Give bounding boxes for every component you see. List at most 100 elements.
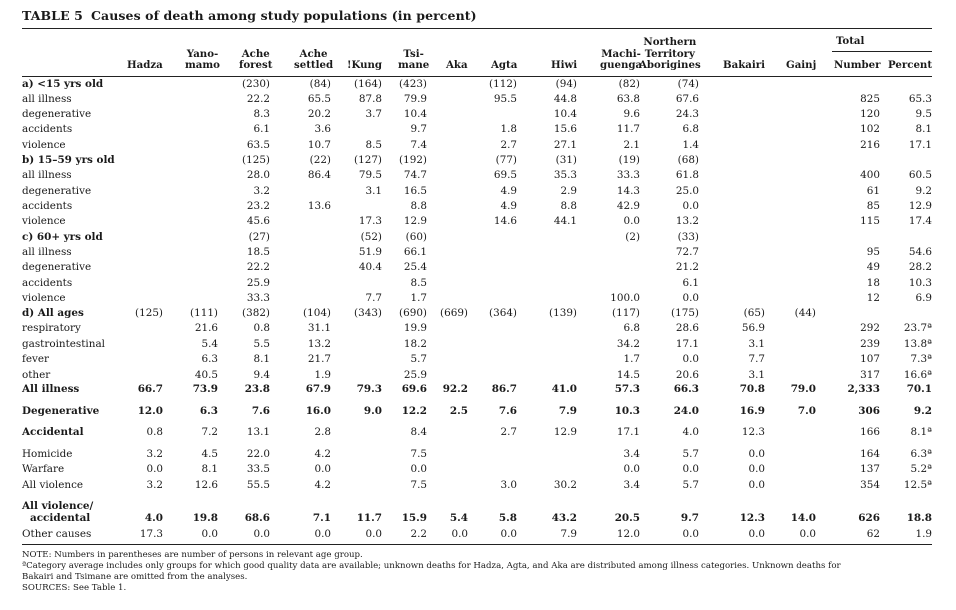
table-cell: 137 — [860, 463, 880, 475]
table-cell: 27.1 — [553, 139, 577, 151]
table-cell: 3.0 — [500, 479, 517, 491]
table-cell: 0.8 — [253, 322, 270, 334]
row-label: Degenerative — [22, 405, 100, 417]
table-cell: 45.6 — [246, 215, 270, 227]
table-cell: (364) — [489, 307, 517, 319]
table-cell: 25.0 — [675, 185, 699, 197]
table-cell: 5.7 — [410, 353, 427, 365]
note-line: NOTE: Numbers in parentheses are number … — [22, 550, 363, 560]
table-cell: 70.8 — [739, 383, 765, 395]
top-rule — [22, 28, 932, 30]
column-header-line: Aka — [446, 59, 468, 72]
table-cell: 0.0 — [500, 528, 517, 540]
table-cell: 8.5 — [410, 277, 427, 289]
table-cell: 2.7 — [500, 426, 517, 438]
table-cell: (230) — [242, 78, 270, 90]
table-cell: 23.2 — [246, 200, 270, 212]
table-cell: 95 — [866, 246, 880, 258]
table-cell: 10.3 — [908, 277, 932, 289]
table-cell: 12.5ª — [903, 479, 932, 491]
table-cell: 18.5 — [246, 246, 270, 258]
table-cell: 17.3 — [358, 215, 382, 227]
row-label: all illness — [22, 93, 72, 105]
row-label: violence — [22, 292, 66, 304]
table-cell: 15.9 — [401, 512, 427, 524]
column-header-line: Tsi- — [403, 47, 424, 60]
table-cell: (139) — [549, 307, 577, 319]
table-cell: 11.7 — [356, 512, 382, 524]
table-cell: 10.7 — [307, 139, 331, 151]
table-cell: 74.7 — [403, 169, 427, 181]
table-cell: 14.6 — [493, 215, 517, 227]
table-cell: 13.2 — [307, 338, 331, 350]
table-cell: (423) — [399, 78, 427, 90]
table-cell: 8.8 — [560, 200, 577, 212]
table-cell: 6.3 — [199, 405, 218, 417]
table-cell: 66.7 — [137, 383, 163, 395]
table-cell: 0.0 — [748, 448, 765, 460]
table-cell: (669) — [440, 307, 468, 319]
table-cell: 43.2 — [551, 512, 577, 524]
table-cell: 86.4 — [307, 169, 331, 181]
table-cell: 20.2 — [307, 108, 331, 120]
column-header-northern-territory: Northern Territory Aborigines — [639, 37, 701, 72]
table-cell: 17.1 — [675, 338, 699, 350]
table-cell: 31.1 — [307, 322, 331, 334]
total-group-header: Total — [836, 35, 865, 47]
table-cell: 0.0 — [748, 463, 765, 475]
table-cell: 22.2 — [246, 93, 270, 105]
table-cell: 0.0 — [201, 528, 218, 540]
table-cell: (343) — [354, 307, 382, 319]
column-header-tsimane: Tsi-mane — [398, 47, 430, 72]
table-cell: 6.3ª — [910, 448, 932, 460]
table-cell: 400 — [860, 169, 880, 181]
row-label: b) 15–59 yrs old — [22, 154, 115, 166]
column-header-line: Hiwi — [551, 59, 578, 72]
total-group-underline — [832, 51, 932, 52]
table-cell: 16.0 — [305, 405, 331, 417]
table-cell: 13.1 — [246, 426, 270, 438]
table-cell: 5.4 — [201, 338, 218, 350]
column-header-line: Machi- — [601, 47, 641, 60]
table-cell: 33.3 — [246, 292, 270, 304]
column-header-line: mane — [398, 59, 430, 72]
table-cell: (175) — [671, 307, 699, 319]
table-cell: 68.6 — [244, 512, 270, 524]
table-cell: 317 — [860, 369, 880, 381]
table-cell: 0.0 — [748, 528, 765, 540]
row-label: all illness — [22, 169, 72, 181]
table-cell: 6.8 — [623, 322, 640, 334]
table-cell: 21.7 — [307, 353, 331, 365]
table-cell: 8.1 — [253, 353, 270, 365]
column-header-line: mamo — [185, 59, 220, 72]
table-title: TABLE 5 Causes of death among study popul… — [22, 8, 477, 23]
column-header-kung: !Kung — [347, 60, 382, 72]
table-cell: 12.0 — [616, 528, 640, 540]
row-label: all illness — [22, 246, 72, 258]
table-cell: 0.0 — [682, 353, 699, 365]
table-cell: 7.9 — [558, 405, 577, 417]
table-cell: 8.8 — [410, 200, 427, 212]
table-cell: 1.8 — [500, 123, 517, 135]
table-cell: 2.2 — [410, 528, 427, 540]
column-header-line: Ache — [299, 47, 328, 60]
table-cell: 8.3 — [253, 108, 270, 120]
table-cell: 825 — [860, 93, 880, 105]
table-number: TABLE 5 — [22, 8, 83, 23]
table-cell: 9.2 — [913, 405, 932, 417]
row-label: Warfare — [22, 463, 65, 475]
table-cell: 216 — [860, 139, 880, 151]
table-cell: 15.6 — [553, 123, 577, 135]
table-cell: 12.0 — [137, 405, 163, 417]
table-cell: 166 — [860, 426, 880, 438]
table-cell: 7.7 — [365, 292, 382, 304]
table-cell: 69.6 — [401, 383, 427, 395]
column-header-gainj: Gainj — [786, 60, 816, 72]
table-cell: (127) — [354, 154, 382, 166]
column-header-line: Territory — [644, 47, 695, 60]
table-cell: (125) — [242, 154, 270, 166]
table-cell: 79.0 — [790, 383, 816, 395]
row-label: Accidental — [22, 426, 84, 438]
table-cell: (33) — [677, 231, 699, 243]
table-cell: 16.6ª — [903, 369, 932, 381]
